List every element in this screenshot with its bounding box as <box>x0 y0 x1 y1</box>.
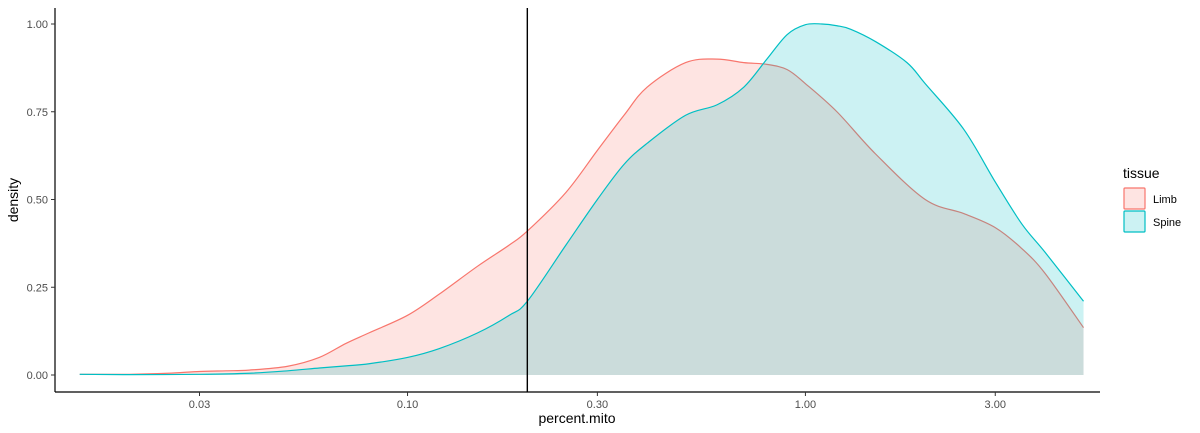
x-axis-title: percent.mito <box>538 410 615 426</box>
legend-label-spine: Spine <box>1153 217 1181 229</box>
x-tick-label: 3.00 <box>985 399 1006 411</box>
legend-key-limb <box>1123 187 1146 210</box>
y-tick-label: 1.00 <box>27 19 48 31</box>
y-ticks: 0.00 0.25 0.50 0.75 1.00 <box>27 19 55 382</box>
density-line-limb <box>79 58 1085 375</box>
area-fill-limb <box>79 58 1084 375</box>
x-tick-label: 0.30 <box>587 399 608 411</box>
axes: 0.03 0.10 0.30 1.00 3.00 0.00 0.25 0.50 0.75 1.0… <box>5 8 1100 426</box>
y-tick-label: 0.25 <box>27 282 48 294</box>
density-line-spine <box>79 23 1085 376</box>
legend-key-spine <box>1123 210 1146 233</box>
legend-items: Limb Spine <box>1123 187 1181 233</box>
legend-label-limb: Limb <box>1153 194 1177 206</box>
y-tick-label: 0.50 <box>27 195 48 207</box>
legend: tissue Limb Spine <box>1123 165 1181 233</box>
legend-item-spine: Spine <box>1123 210 1181 233</box>
y-axis-title: density <box>5 178 21 222</box>
density-areas <box>79 23 1085 376</box>
x-ticks: 0.03 0.10 0.30 1.00 3.00 <box>189 392 1006 411</box>
y-tick-label: 0.00 <box>27 370 48 382</box>
x-tick-label: 0.10 <box>397 399 418 411</box>
area-fill-spine <box>79 23 1084 376</box>
legend-item-limb: Limb <box>1123 187 1177 210</box>
x-tick-label: 1.00 <box>795 399 816 411</box>
legend-title: tissue <box>1123 165 1160 181</box>
y-tick-label: 0.75 <box>27 107 48 119</box>
x-tick-label: 0.03 <box>189 399 210 411</box>
